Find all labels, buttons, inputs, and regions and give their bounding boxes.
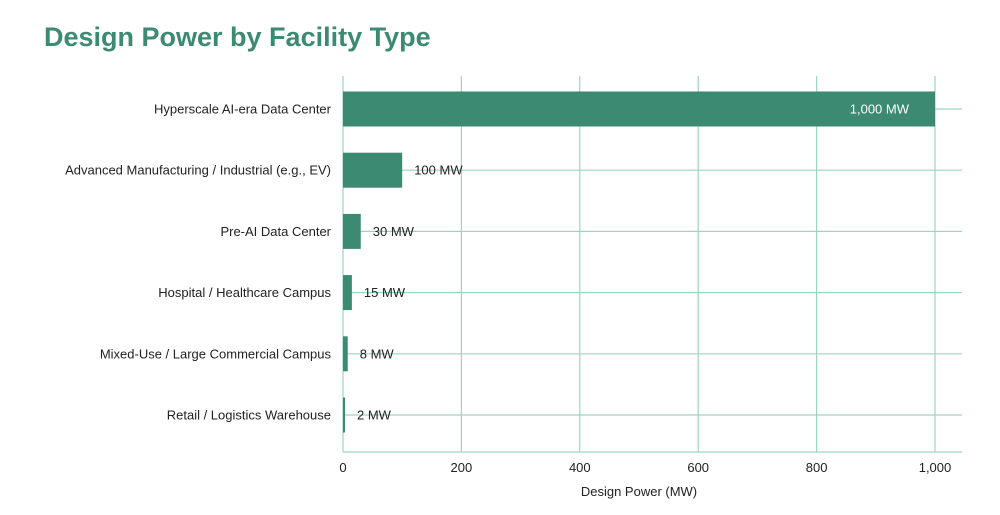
data-label: 1,000 MW [850,102,910,117]
x-tick-label: 400 [569,460,591,475]
category-label: Hyperscale AI-era Data Center [154,102,332,117]
x-tick-label: 600 [687,460,709,475]
x-tick-label: 200 [451,460,473,475]
bars [343,91,935,433]
bar [343,91,935,127]
data-label: 2 MW [357,408,392,423]
bar [343,152,403,188]
chart-title: Design Power by Facility Type [44,22,431,52]
category-label: Hospital / Healthcare Campus [158,285,331,300]
data-label: 8 MW [360,346,395,361]
data-label: 15 MW [364,285,406,300]
category-label: Mixed-Use / Large Commercial Campus [100,346,332,361]
bar [343,336,348,372]
data-label: 30 MW [373,224,415,239]
bar [343,275,352,311]
value-labels: 1,000 MW 100 MW 30 MW 15 MW 8 MW 2 MW [357,102,910,423]
data-label: 100 MW [414,163,463,178]
x-tick-label: 0 [339,460,346,475]
category-label: Advanced Manufacturing / Industrial (e.g… [65,163,331,178]
x-tick-labels: 0 200 400 600 800 1,000 [339,460,951,475]
x-tick-label: 1,000 [919,460,952,475]
grid-lines [342,76,962,453]
category-label: Retail / Logistics Warehouse [167,408,331,423]
category-label: Pre-AI Data Center [220,224,331,239]
category-labels: Hyperscale AI-era Data Center Advanced Ma… [65,102,332,423]
bar [343,213,361,249]
x-tick-label: 800 [806,460,828,475]
x-axis-title: Design Power (MW) [581,484,697,499]
bar [343,397,345,433]
